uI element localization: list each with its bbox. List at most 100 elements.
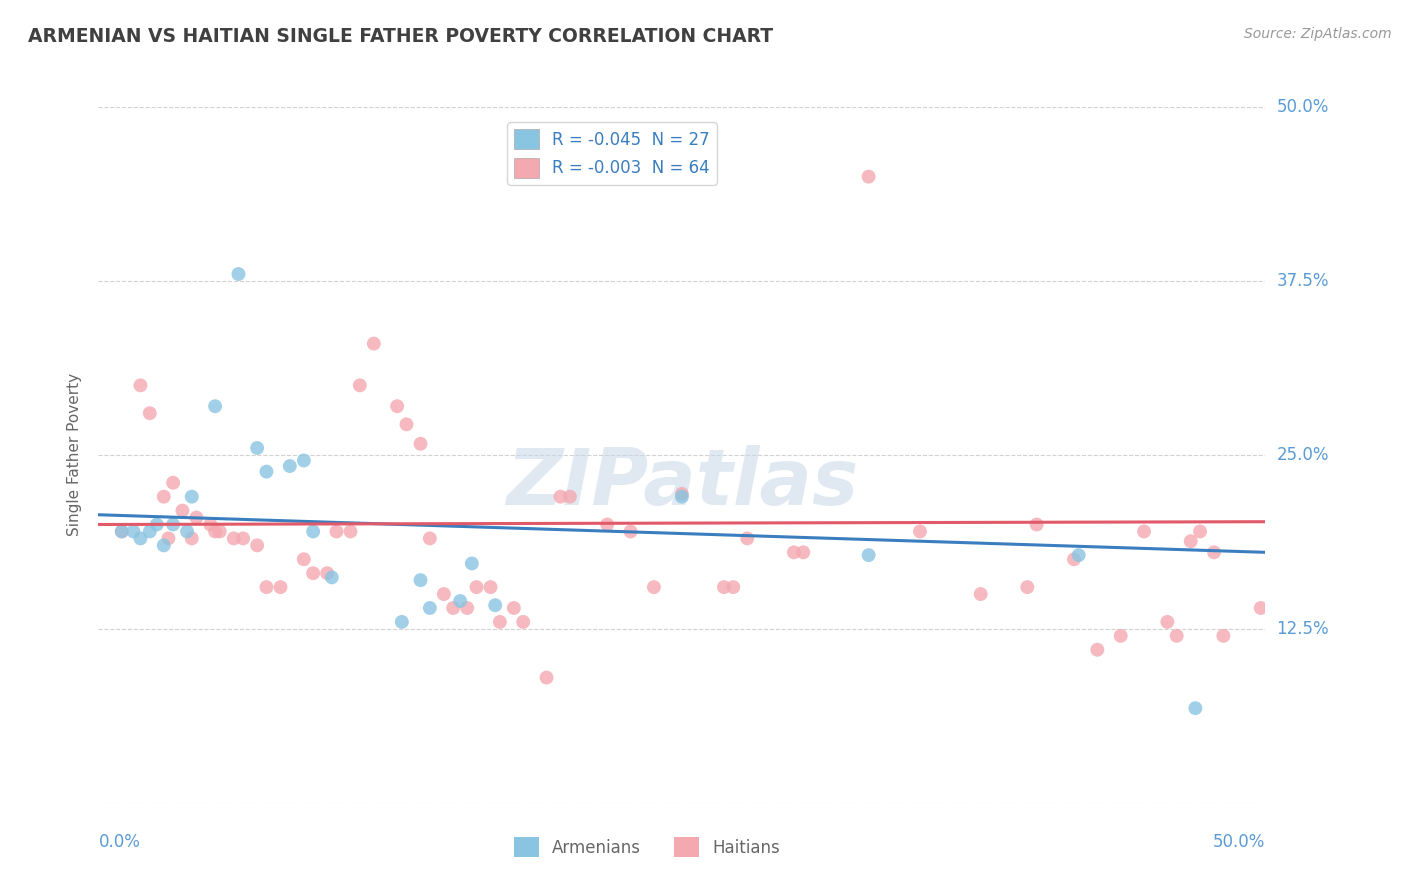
Point xyxy=(162,475,184,490)
Point xyxy=(1166,629,1188,643)
Point xyxy=(157,532,180,546)
Point xyxy=(1017,580,1039,594)
Point xyxy=(1063,552,1085,566)
Point xyxy=(349,378,371,392)
Point xyxy=(433,587,456,601)
Point xyxy=(1202,545,1225,559)
Point xyxy=(671,490,693,504)
Point xyxy=(302,566,325,581)
Point xyxy=(204,399,226,413)
Point xyxy=(449,594,471,608)
Point xyxy=(550,490,572,504)
Point xyxy=(176,524,198,539)
Point xyxy=(783,545,806,559)
Point xyxy=(391,615,413,629)
Point xyxy=(256,580,278,594)
Text: ARMENIAN VS HAITIAN SINGLE FATHER POVERTY CORRELATION CHART: ARMENIAN VS HAITIAN SINGLE FATHER POVERT… xyxy=(28,27,773,45)
Text: 0.0%: 0.0% xyxy=(98,833,141,851)
Point xyxy=(713,580,735,594)
Point xyxy=(419,532,441,546)
Point xyxy=(409,573,432,587)
Point xyxy=(152,490,174,504)
Point xyxy=(1133,524,1156,539)
Text: 50.0%: 50.0% xyxy=(1277,98,1329,116)
Point xyxy=(1109,629,1132,643)
Point xyxy=(200,517,222,532)
Point xyxy=(1189,524,1212,539)
Point xyxy=(1025,517,1047,532)
Point xyxy=(395,417,418,432)
Point xyxy=(232,532,254,546)
Point xyxy=(204,524,226,539)
Y-axis label: Single Father Poverty: Single Father Poverty xyxy=(67,374,83,536)
Point xyxy=(292,552,315,566)
Point xyxy=(792,545,814,559)
Point xyxy=(152,538,174,552)
Point xyxy=(409,437,432,451)
Point xyxy=(479,580,502,594)
Point xyxy=(325,524,347,539)
Point xyxy=(1184,701,1206,715)
Point xyxy=(465,580,488,594)
Point xyxy=(558,490,581,504)
Legend: Armenians, Haitians: Armenians, Haitians xyxy=(506,830,787,864)
Point xyxy=(339,524,361,539)
Point xyxy=(111,524,134,539)
Point xyxy=(180,490,202,504)
Point xyxy=(208,524,231,539)
Point xyxy=(278,458,301,473)
Point xyxy=(1085,642,1108,657)
Point xyxy=(246,538,269,552)
Point xyxy=(484,598,506,612)
Point xyxy=(172,503,194,517)
Point xyxy=(489,615,512,629)
Point xyxy=(619,524,641,539)
Point xyxy=(723,580,745,594)
Point xyxy=(246,441,269,455)
Point xyxy=(461,557,484,571)
Point xyxy=(1156,615,1178,629)
Point xyxy=(1212,629,1234,643)
Point xyxy=(122,524,145,539)
Point xyxy=(316,566,339,581)
Point xyxy=(222,532,245,546)
Point xyxy=(292,453,315,467)
Point xyxy=(858,548,880,562)
Text: 25.0%: 25.0% xyxy=(1277,446,1329,464)
Point xyxy=(419,601,441,615)
Point xyxy=(111,524,134,539)
Point xyxy=(1180,534,1202,549)
Point xyxy=(139,406,162,420)
Text: ZIPatlas: ZIPatlas xyxy=(506,445,858,521)
Point xyxy=(1250,601,1272,615)
Point xyxy=(512,615,534,629)
Point xyxy=(146,517,169,532)
Point xyxy=(643,580,665,594)
Point xyxy=(536,671,558,685)
Point xyxy=(186,510,208,524)
Point xyxy=(385,399,408,413)
Point xyxy=(441,601,464,615)
Point xyxy=(908,524,931,539)
Point xyxy=(735,532,758,546)
Point xyxy=(269,580,291,594)
Point xyxy=(302,524,325,539)
Point xyxy=(180,532,202,546)
Point xyxy=(129,532,152,546)
Point xyxy=(129,378,152,392)
Text: Source: ZipAtlas.com: Source: ZipAtlas.com xyxy=(1244,27,1392,41)
Point xyxy=(596,517,619,532)
Point xyxy=(502,601,524,615)
Point xyxy=(139,524,162,539)
Text: 50.0%: 50.0% xyxy=(1213,833,1265,851)
Point xyxy=(363,336,385,351)
Point xyxy=(256,465,278,479)
Text: 37.5%: 37.5% xyxy=(1277,272,1329,290)
Point xyxy=(162,517,184,532)
Point xyxy=(1067,548,1090,562)
Point xyxy=(456,601,478,615)
Point xyxy=(321,570,343,584)
Point xyxy=(858,169,880,184)
Point xyxy=(228,267,250,281)
Point xyxy=(671,487,693,501)
